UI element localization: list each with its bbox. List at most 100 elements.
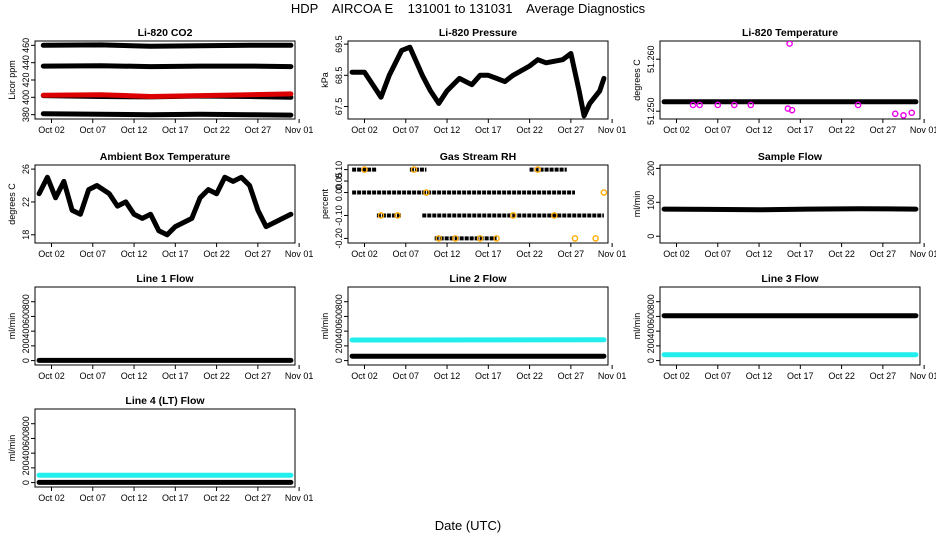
x-tick-label: Oct 02 xyxy=(38,493,65,503)
x-tick-label: Oct 12 xyxy=(121,371,148,381)
x-tick-label: Oct 22 xyxy=(203,493,230,503)
x-tick-label: Oct 07 xyxy=(705,371,732,381)
plot-frame xyxy=(347,286,609,366)
x-tick-label: Oct 07 xyxy=(80,249,107,259)
outlier-point xyxy=(377,212,385,219)
y-tick-label: 400 xyxy=(646,324,656,339)
y-tick-label: 400 xyxy=(21,446,31,461)
y-tick-label: 600 xyxy=(21,431,31,446)
plot-frame xyxy=(347,40,609,120)
x-tick-label: Oct 12 xyxy=(746,249,773,259)
panel-1: Li-820 Pressure Oct 02 Oct 07 Oct 12 Oct 17 O… xyxy=(320,27,626,135)
panel-6: Line 1 Flow Oct 02 Oct 07 Oct 12 Oct 17 Oct 2… xyxy=(7,273,313,381)
outlier-point xyxy=(689,101,697,109)
series-line xyxy=(40,91,294,99)
y-axis-label: degrees C xyxy=(7,183,17,225)
panel-title: Li-820 Temperature xyxy=(742,27,838,39)
outlier-point xyxy=(786,41,793,47)
x-tick-label: Oct 27 xyxy=(870,249,897,259)
panel-title: Line 1 Flow xyxy=(136,273,194,285)
x-tick-label: Oct 07 xyxy=(80,125,107,135)
panel-3: Ambient Box Temperature Oct 02 Oct 07 Oct 1… xyxy=(7,151,313,259)
y-tick-label: 380 xyxy=(21,107,31,122)
x-tick-label: Oct 02 xyxy=(351,371,378,381)
x-tick-label: Oct 02 xyxy=(38,249,65,259)
outlier-point xyxy=(493,235,500,242)
x-tick-label: Oct 22 xyxy=(828,249,855,259)
y-axis-label: Licor ppm xyxy=(7,60,17,100)
y-tick-label: 600 xyxy=(21,309,31,324)
x-tick-label: Oct 17 xyxy=(475,249,502,259)
x-tick-label: Oct 22 xyxy=(828,371,855,381)
y-tick-label: 600 xyxy=(646,309,656,324)
plot-frame xyxy=(34,408,296,488)
y-tick-label: 800 xyxy=(334,294,344,309)
x-tick-label: Oct 17 xyxy=(162,125,189,135)
y-tick-label: 800 xyxy=(21,294,31,309)
x-tick-label: Oct 27 xyxy=(245,249,272,259)
outlier-point xyxy=(435,235,443,242)
y-tick-label: 51.260 xyxy=(646,45,656,73)
panel-2: Li-820 Temperature Oct 02 Oct 07 Oct 12 Oct … xyxy=(632,27,936,135)
plot-frame xyxy=(34,40,296,120)
y-tick-label: 200 xyxy=(646,338,656,353)
data-layer xyxy=(36,174,294,238)
x-tick-label: Oct 17 xyxy=(787,125,814,135)
panel-title: Li-820 Pressure xyxy=(439,27,517,39)
panel-0: Li-820 CO2 Oct 02 Oct 07 Oct 12 Oct 17 Oct 22… xyxy=(7,27,313,135)
outlier-point xyxy=(600,189,608,196)
panel-7: Line 2 Flow Oct 02 Oct 07 Oct 12 Oct 17 Oct 2… xyxy=(320,273,626,381)
y-tick-label: 0 xyxy=(646,234,656,239)
panel-8: Line 3 Flow Oct 02 Oct 07 Oct 12 Oct 17 Oct 2… xyxy=(632,273,936,381)
y-tick-label: 68.5 xyxy=(334,67,344,85)
x-tick-label: Oct 12 xyxy=(121,493,148,503)
x-tick-label: Oct 07 xyxy=(705,249,732,259)
outlier-point xyxy=(854,101,862,109)
x-tick-label: Oct 02 xyxy=(38,125,65,135)
panel-title: Ambient Box Temperature xyxy=(100,151,231,163)
y-axis-label: ml/min xyxy=(320,313,330,340)
y-tick-label: 200 xyxy=(21,338,31,353)
y-tick-label: 800 xyxy=(646,294,656,309)
x-tick-label: Oct 17 xyxy=(162,371,189,381)
x-tick-label: Oct 07 xyxy=(393,125,420,135)
x-tick-label: Oct 02 xyxy=(663,249,690,259)
y-axis-label: degrees C xyxy=(632,59,642,101)
outlier-point xyxy=(908,109,916,117)
x-tick-label: Oct 22 xyxy=(203,125,230,135)
x-tick-label: Oct 02 xyxy=(351,249,378,259)
outlier-point xyxy=(891,110,899,118)
y-tick-label: 22 xyxy=(21,197,31,207)
y-tick-label: 69.5 xyxy=(334,35,344,53)
x-tick-label: Oct 12 xyxy=(121,249,148,259)
y-axis-label: kPa xyxy=(320,72,330,88)
panel-title: Line 4 (LT) Flow xyxy=(125,395,205,407)
x-tick-label: Nov 01 xyxy=(910,249,936,259)
x-tick-label: Oct 27 xyxy=(245,125,272,135)
y-axis-label: ml/min xyxy=(7,435,17,462)
x-tick-label: Oct 12 xyxy=(434,371,461,381)
plot-frame xyxy=(659,164,921,244)
x-tick-label: Oct 12 xyxy=(121,125,148,135)
outlier-point xyxy=(571,235,579,242)
x-tick-label: Oct 27 xyxy=(558,125,585,135)
x-tick-label: Oct 17 xyxy=(162,249,189,259)
outlier-point xyxy=(534,166,542,173)
x-tick-label: Oct 07 xyxy=(80,371,107,381)
y-axis-label: ml/min xyxy=(632,313,642,340)
x-tick-label: Oct 22 xyxy=(203,249,230,259)
x-tick-label: Nov 01 xyxy=(285,371,314,381)
y-tick-label: 400 xyxy=(334,324,344,339)
y-tick-label: 51.250 xyxy=(646,97,656,125)
x-tick-label: Oct 07 xyxy=(705,125,732,135)
y-tick-label: 0 xyxy=(646,358,656,363)
x-tick-label: Oct 12 xyxy=(746,371,773,381)
y-tick-label: 800 xyxy=(21,416,31,431)
data-layer xyxy=(661,206,919,213)
y-tick-label: 0 xyxy=(334,358,344,363)
outlier-point xyxy=(900,112,907,119)
x-tick-label: Oct 27 xyxy=(245,371,272,381)
x-tick-label: Nov 01 xyxy=(598,371,627,381)
outlier-point xyxy=(423,189,430,196)
